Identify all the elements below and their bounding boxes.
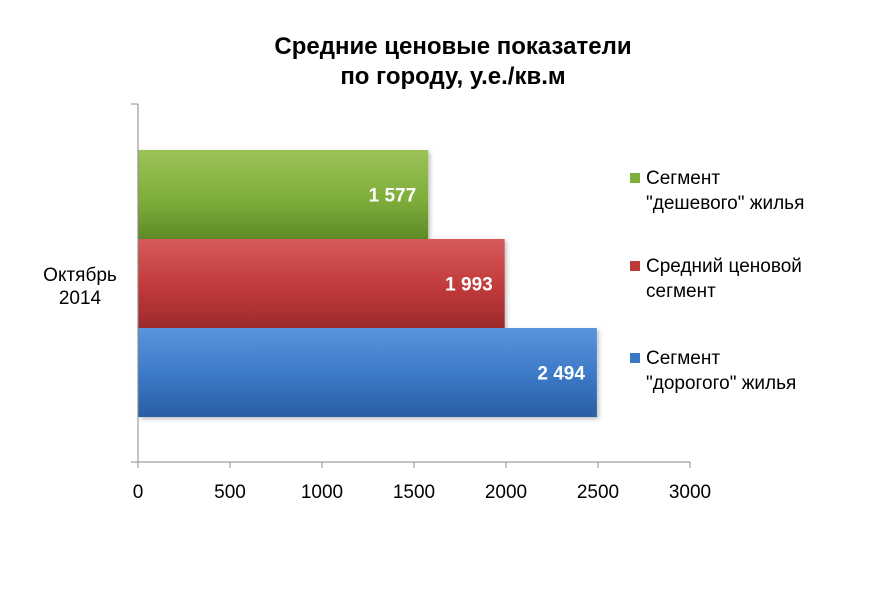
legend-label-3-line-1: Сегмент xyxy=(646,348,720,369)
bar-series-1 xyxy=(138,150,429,239)
x-tick-label-0: 0 xyxy=(133,482,144,503)
x-tick-label-500: 500 xyxy=(214,482,246,503)
data-label-series-3: 2 494 xyxy=(537,364,585,385)
chart-title-line-2: по городу, у.е./кв.м xyxy=(340,63,565,90)
x-tick-label-1000: 1000 xyxy=(301,482,343,503)
category-label-line-2: 2014 xyxy=(59,288,102,309)
x-tick-label-1500: 1500 xyxy=(393,482,435,503)
legend-label-1-line-2: "дешевого" жилья xyxy=(646,193,804,214)
legend-label-1-line-1: Сегмент xyxy=(646,168,720,189)
legend-label-3-line-2: "дорогого" жилья xyxy=(646,373,796,394)
bar-series-2 xyxy=(138,239,505,328)
legend-marker-3 xyxy=(630,353,640,363)
legend-label-2-line-1: Средний ценовой xyxy=(646,256,802,277)
data-label-series-2: 1 993 xyxy=(445,275,493,296)
legend-label-2-line-2: сегмент xyxy=(646,281,716,302)
chart-title-line-1: Средние ценовые показатели xyxy=(274,33,631,60)
x-tick-label-2500: 2500 xyxy=(577,482,619,503)
legend-marker-2 xyxy=(630,261,640,271)
x-ticks-group: 0 500 1000 1500 2000 2500 3000 xyxy=(133,462,711,503)
data-label-series-1: 1 577 xyxy=(369,186,417,207)
legend: Сегмент "дешевого" жилья Средний ценовой се… xyxy=(630,168,804,394)
legend-marker-1 xyxy=(630,173,640,183)
bars-group: 1 577 1 993 2 494 xyxy=(138,150,597,417)
x-tick-label-3000: 3000 xyxy=(669,482,711,503)
x-tick-label-2000: 2000 xyxy=(485,482,527,503)
bar-series-3 xyxy=(138,328,597,417)
category-label-line-1: Октябрь xyxy=(43,265,117,286)
